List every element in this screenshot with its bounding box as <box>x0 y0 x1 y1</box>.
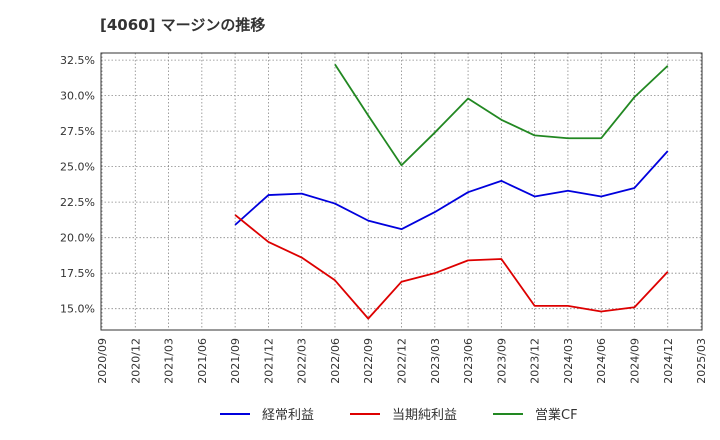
series-line-1 <box>234 150 669 231</box>
x-tick-labels: 2020/09 2020/12 2021/03 2021/06 2021/09 2021/… <box>96 338 708 384</box>
x-tick-label: 2024/06 <box>595 338 608 384</box>
plot-frame <box>100 52 703 331</box>
x-tick-label: 2021/09 <box>229 338 242 384</box>
y-tick-label: 32.5% <box>60 54 95 67</box>
x-tick-label: 2021/03 <box>163 338 176 384</box>
x-tick-label: 2020/12 <box>129 338 142 384</box>
x-tick-label: 2023/09 <box>495 338 508 384</box>
y-tick-labels: 15.0% 17.5% 20.0% 22.5% 25.0% 27.5% 30.0% 32.5% <box>60 54 95 316</box>
legend-label-2: 当期純利益 <box>392 408 457 423</box>
y-tick-label: 20.0% <box>60 232 95 245</box>
y-tick-label: 17.5% <box>60 267 95 280</box>
x-tick-label: 2022/09 <box>362 338 375 384</box>
legend-label-3: 営業CF <box>535 407 578 423</box>
chart-title: [4060] マージンの推移 <box>100 16 266 34</box>
x-tick-label: 2024/03 <box>562 338 575 384</box>
x-tick-label: 2021/12 <box>262 338 275 384</box>
x-tick-label: 2020/09 <box>96 338 109 384</box>
x-tick-label: 2024/09 <box>628 338 641 384</box>
series-line-3 <box>334 63 669 167</box>
x-tick-label: 2021/06 <box>196 338 209 384</box>
x-tick-label: 2022/06 <box>329 338 342 384</box>
y-tick-label: 30.0% <box>60 90 95 103</box>
x-tick-label: 2023/03 <box>429 338 442 384</box>
legend-label-1: 経常利益 <box>262 408 314 423</box>
y-tick-label: 15.0% <box>60 303 95 316</box>
x-tick-label: 2022/03 <box>296 338 309 384</box>
y-tick-label: 22.5% <box>60 196 95 209</box>
series-line-2 <box>234 214 669 320</box>
grid-lines <box>101 53 702 330</box>
y-tick-label: 25.0% <box>60 161 95 174</box>
legend: 経常利益 当期純利益 営業CF <box>220 407 578 423</box>
y-tick-label: 27.5% <box>60 125 95 138</box>
x-tick-label: 2024/12 <box>662 338 675 384</box>
x-tick-label: 2023/12 <box>529 338 542 384</box>
x-tick-label: 2023/06 <box>462 338 475 384</box>
series-lines <box>234 63 669 320</box>
x-tick-label: 2022/12 <box>396 338 409 384</box>
x-tick-label: 2025/03 <box>695 338 708 384</box>
